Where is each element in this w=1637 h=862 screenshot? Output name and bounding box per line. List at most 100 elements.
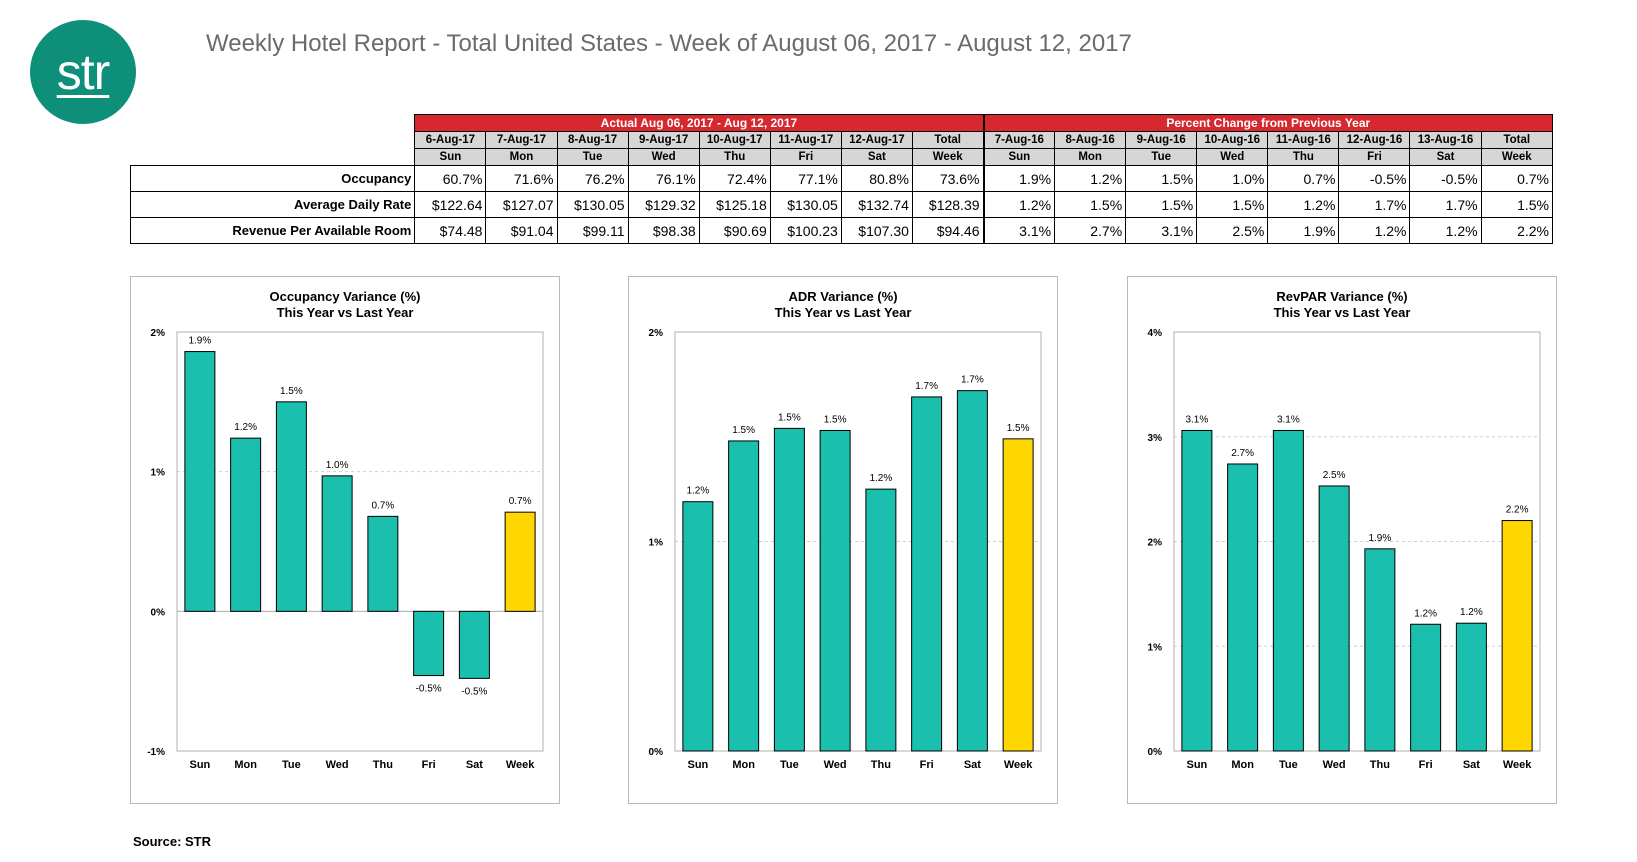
str-logo: str — [30, 20, 136, 124]
x-tick-label: Sun — [189, 759, 210, 771]
data-label: 2.5% — [1323, 470, 1346, 481]
day-header-actual-0: Sun — [414, 148, 487, 166]
data-label: 1.2% — [869, 473, 892, 484]
cell-actual: 73.6% — [912, 165, 985, 192]
cell-actual: 77.1% — [770, 165, 842, 192]
y-tick-label: 1% — [1148, 642, 1163, 653]
bar-week — [1501, 520, 1533, 752]
bar — [1410, 623, 1442, 752]
x-tick-label: Sun — [687, 759, 708, 771]
source-note: Source: STR — [133, 834, 212, 849]
date-header-pct-6: 13-Aug-16 — [1409, 131, 1482, 149]
cell-pct: 2.5% — [1196, 217, 1269, 244]
day-header-pct-1: Mon — [1054, 148, 1127, 166]
chart-title: RevPAR Variance (%) — [1276, 289, 1407, 304]
day-header-pct-3: Wed — [1196, 148, 1269, 166]
adr-chart-svg: ADR Variance (%)This Year vs Last Year 0%… — [649, 289, 1042, 771]
data-label: 1.0% — [326, 460, 349, 471]
x-tick-label: Wed — [326, 759, 349, 771]
day-header-actual-7: Week — [911, 148, 985, 166]
cell-pct: 1.2% — [1338, 217, 1411, 244]
data-label: 1.7% — [961, 375, 984, 386]
day-header-actual-5: Fri — [769, 148, 842, 166]
cell-pct: 1.2% — [1409, 217, 1482, 244]
chart-subtitle: This Year vs Last Year — [277, 305, 414, 320]
day-header-pct-7: Week — [1480, 148, 1554, 166]
cell-actual: $99.11 — [557, 217, 629, 244]
cell-actual: 72.4% — [699, 165, 771, 192]
cell-actual: $94.46 — [912, 217, 985, 244]
date-header-pct-2: 9-Aug-16 — [1125, 131, 1198, 149]
data-label: 1.9% — [1368, 533, 1391, 544]
cell-pct: 0.7% — [1267, 165, 1340, 192]
date-header-actual-2: 8-Aug-17 — [556, 131, 629, 149]
day-header-pct-2: Tue — [1125, 148, 1198, 166]
bar-week — [1002, 438, 1034, 752]
cell-actual: $130.05 — [557, 191, 629, 218]
day-header-actual-6: Sat — [840, 148, 913, 166]
cell-actual: $91.04 — [485, 217, 558, 244]
data-label: 1.5% — [732, 425, 755, 436]
cell-pct: 1.5% — [1125, 191, 1198, 218]
cell-actual: $98.38 — [628, 217, 700, 244]
x-tick-label: Thu — [1370, 759, 1390, 771]
date-header-actual-4: 10-Aug-17 — [698, 131, 771, 149]
x-tick-label: Week — [1503, 759, 1532, 771]
cell-pct: 1.9% — [1267, 217, 1340, 244]
x-tick-label: Thu — [871, 759, 891, 771]
table-row: Revenue Per Available Room $74.48 $91.04 $9… — [129, 217, 1554, 244]
bar — [275, 401, 307, 612]
y-tick-label: 0% — [649, 747, 664, 758]
table-row: Occupancy 60.7% 71.6% 76.2% 76.1% 72.4% 77.1% 8… — [129, 165, 1554, 192]
adr-variance-chart: ADR Variance (%) This Year vs Last Year 0%… — [628, 276, 1058, 804]
revpar-chart-svg: RevPAR Variance (%)This Year vs Last Yea… — [1148, 289, 1541, 771]
x-tick-label: Mon — [234, 759, 257, 771]
cell-pct: 1.2% — [1054, 165, 1127, 192]
bar-week — [504, 511, 536, 612]
x-tick-label: Thu — [373, 759, 393, 771]
data-label: 1.5% — [280, 386, 303, 397]
x-tick-label: Wed — [1323, 759, 1346, 771]
x-tick-label: Sat — [964, 759, 981, 771]
cell-actual: 76.2% — [557, 165, 629, 192]
cell-pct: 2.2% — [1481, 217, 1554, 244]
bar — [1227, 463, 1259, 752]
data-label: 1.5% — [778, 412, 801, 423]
data-label: 1.9% — [188, 336, 211, 347]
cell-actual: 76.1% — [628, 165, 700, 192]
y-tick-label: 0% — [1148, 747, 1163, 758]
plot-area — [1173, 331, 1541, 752]
cell-actual: $127.07 — [485, 191, 558, 218]
cell-actual: $128.39 — [912, 191, 985, 218]
row-label: Revenue Per Available Room — [129, 217, 416, 244]
day-header-actual-2: Tue — [556, 148, 629, 166]
bar — [819, 429, 851, 752]
cell-actual: 71.6% — [485, 165, 558, 192]
x-tick-label: Tue — [1279, 759, 1298, 771]
data-label: 1.7% — [915, 381, 938, 392]
date-header-pct-3: 10-Aug-16 — [1196, 131, 1269, 149]
date-header-actual-5: 11-Aug-17 — [769, 131, 842, 149]
cell-actual: $129.32 — [628, 191, 700, 218]
cell-pct: 3.1% — [1125, 217, 1198, 244]
page-title: Weekly Hotel Report - Total United State… — [206, 30, 1132, 57]
y-tick-label: 1% — [151, 468, 166, 479]
y-tick-label: 2% — [151, 328, 166, 339]
cell-pct: 1.7% — [1409, 191, 1482, 218]
x-tick-label: Mon — [732, 759, 755, 771]
x-tick-label: Week — [506, 759, 535, 771]
date-header-actual-3: 9-Aug-17 — [627, 131, 700, 149]
bar — [321, 475, 353, 612]
bar — [413, 610, 445, 677]
x-tick-label: Sat — [1463, 759, 1480, 771]
data-label: 1.2% — [686, 486, 709, 497]
cell-pct: 3.1% — [983, 217, 1056, 244]
table-row: Average Daily Rate $122.64 $127.07 $130.05 $… — [129, 191, 1554, 218]
date-header-actual-0: 6-Aug-17 — [414, 131, 487, 149]
y-tick-label: 1% — [649, 538, 664, 549]
day-header-actual-1: Mon — [485, 148, 558, 166]
occupancy-variance-chart: Occupancy Variance (%) This Year vs Last … — [130, 276, 560, 804]
bar — [367, 515, 399, 612]
x-tick-label: Tue — [282, 759, 301, 771]
data-label: -0.5% — [461, 686, 487, 697]
